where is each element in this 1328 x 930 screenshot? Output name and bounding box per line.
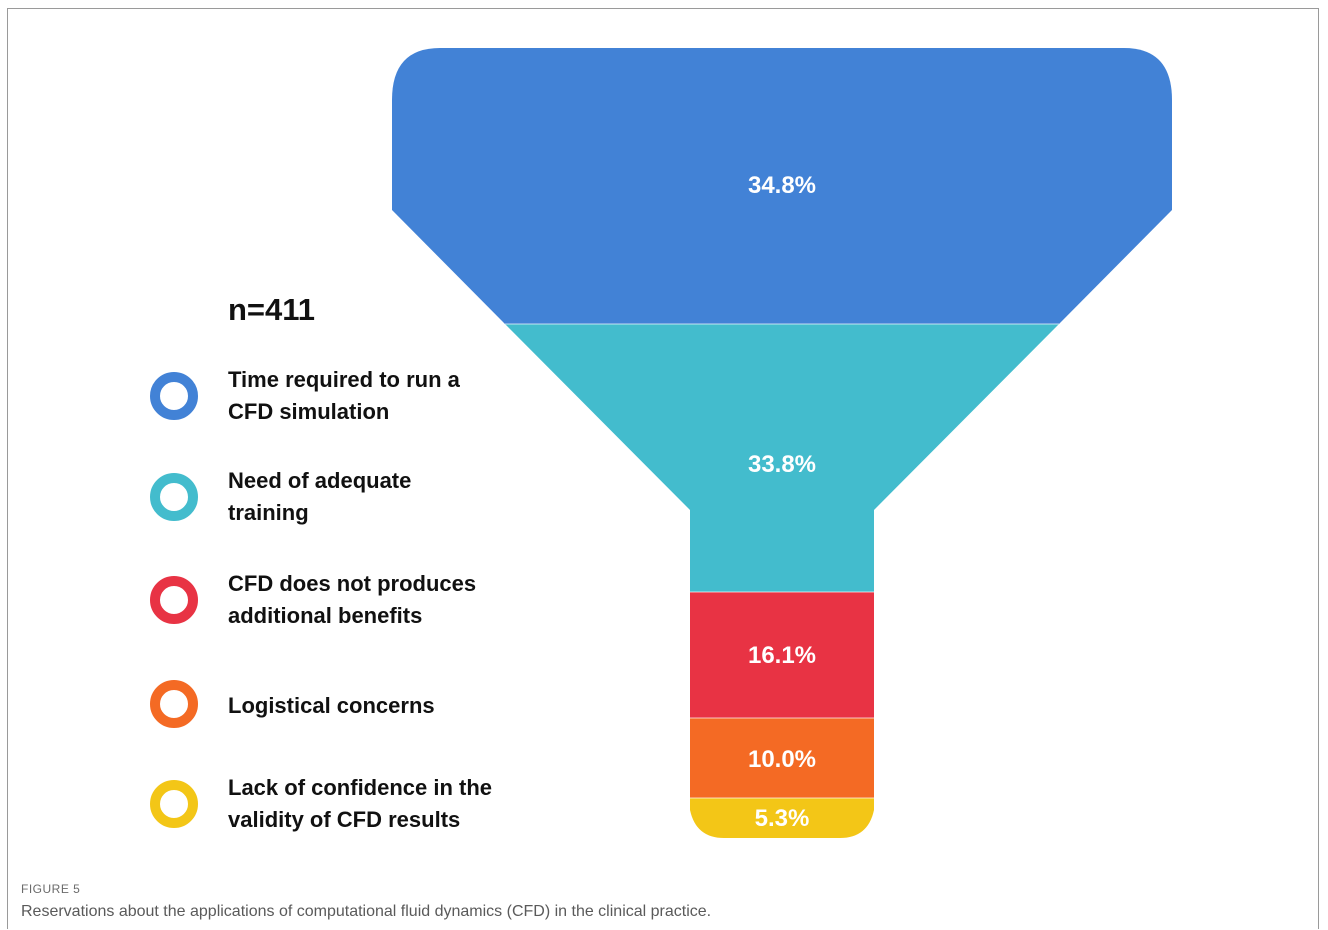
legend-label: CFD does not produces additional benefit… [228, 571, 477, 628]
segment-value-label: 16.1% [748, 642, 816, 669]
legend-label: Logistical concerns [228, 693, 435, 718]
legend-label: Lack of confidence in the validity of CF… [228, 775, 493, 832]
funnel-segment-5 [690, 798, 874, 838]
legend-label: Need of adequate training [228, 468, 412, 525]
funnel-chart: 34.8% 33.8% 16.1% 10.0% 5.3% [392, 48, 1172, 838]
legend-label: Time required to run a CFD simulation [228, 367, 460, 424]
figure-caption: Reservations about the applications of c… [21, 903, 712, 920]
funnel-segment-2 [505, 324, 1059, 592]
legend-ring-icon [150, 576, 198, 624]
legend-ring-icon [150, 780, 198, 828]
funnel-segment-4 [690, 718, 874, 798]
funnel-segment-1 [392, 48, 1172, 324]
sample-size-label: n=411 [228, 292, 316, 327]
figure-number: FIGURE 5 [21, 882, 81, 896]
segment-value-label: 10.0% [748, 746, 816, 773]
legend-ring-icon [150, 680, 198, 728]
funnel-segment-3 [690, 592, 874, 718]
figure-frame [7, 8, 1319, 929]
legend-ring-icon [150, 372, 198, 420]
legend-ring-icon [150, 473, 198, 521]
segment-value-label: 5.3% [755, 805, 810, 832]
segment-value-label: 34.8% [748, 172, 816, 199]
segment-value-label: 33.8% [748, 451, 816, 478]
